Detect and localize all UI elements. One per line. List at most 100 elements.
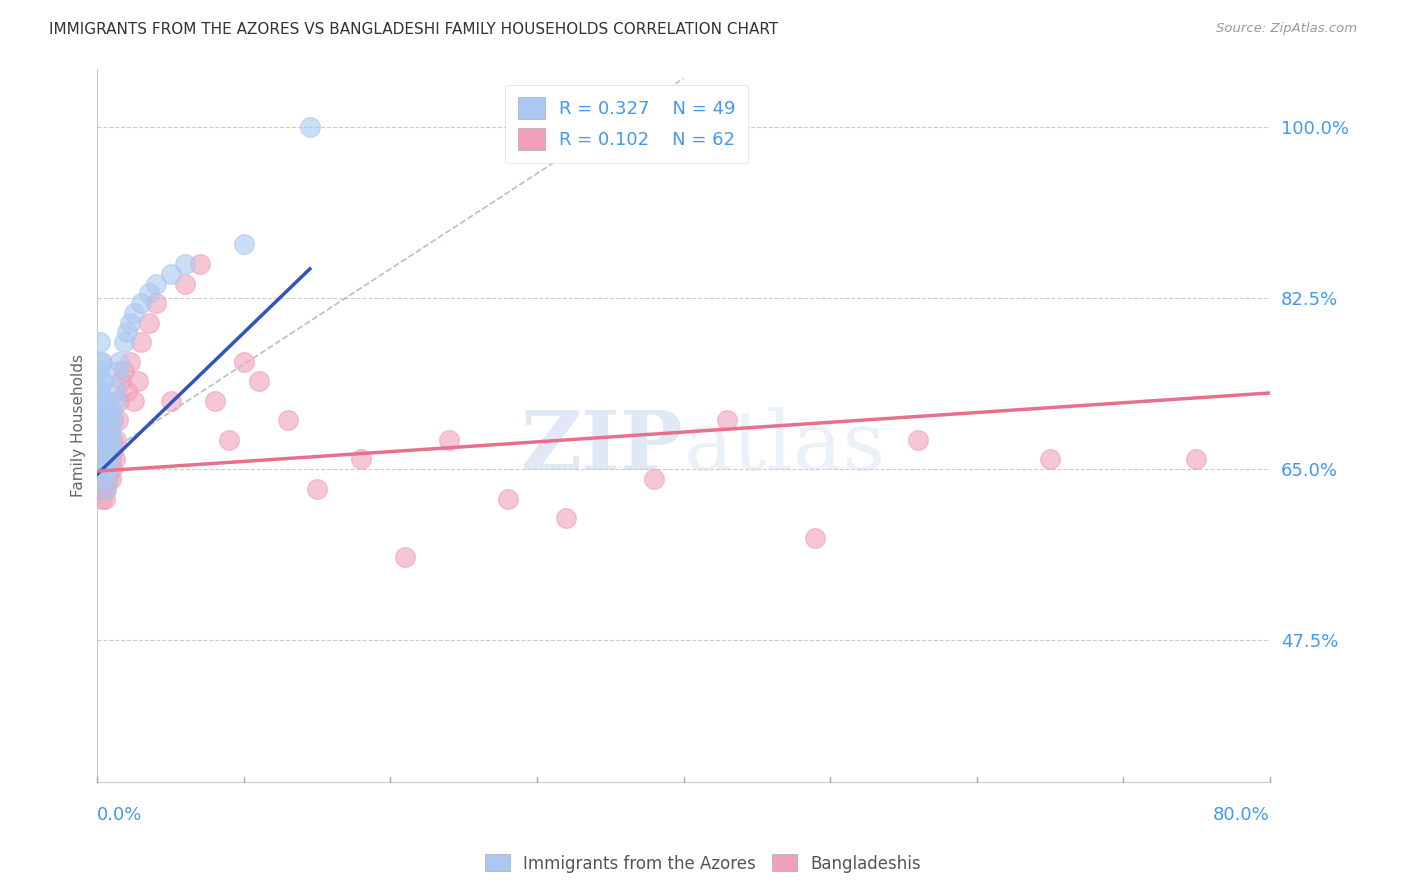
Point	[89, 442, 111, 457]
Point	[145, 277, 167, 291]
Point	[91, 452, 114, 467]
Point	[93, 472, 115, 486]
Point	[93, 462, 115, 476]
Point	[90, 491, 112, 506]
Point	[100, 442, 122, 457]
Point	[118, 355, 141, 369]
Point	[108, 355, 131, 369]
Point	[496, 491, 519, 506]
Point	[87, 364, 110, 378]
Point	[907, 433, 929, 447]
Point	[97, 413, 120, 427]
Text: atlas: atlas	[683, 407, 886, 487]
Point	[94, 462, 117, 476]
Point	[277, 413, 299, 427]
Point	[90, 472, 112, 486]
Point	[90, 374, 112, 388]
Point	[93, 403, 115, 417]
Point	[138, 316, 160, 330]
Point	[105, 433, 128, 447]
Point	[94, 482, 117, 496]
Point	[103, 413, 125, 427]
Text: IMMIGRANTS FROM THE AZORES VS BANGLADESHI FAMILY HOUSEHOLDS CORRELATION CHART: IMMIGRANTS FROM THE AZORES VS BANGLADESH…	[49, 22, 779, 37]
Point	[115, 384, 138, 398]
Point	[1185, 452, 1208, 467]
Point	[100, 423, 122, 437]
Point	[555, 511, 578, 525]
Point	[298, 120, 321, 135]
Point	[107, 364, 129, 378]
Point	[91, 452, 114, 467]
Point	[107, 413, 129, 427]
Point	[804, 531, 827, 545]
Point	[101, 403, 124, 417]
Point	[93, 491, 115, 506]
Y-axis label: Family Households: Family Households	[72, 354, 86, 497]
Legend: Immigrants from the Azores, Bangladeshis: Immigrants from the Azores, Bangladeshis	[478, 847, 928, 880]
Point	[89, 384, 111, 398]
Point	[218, 433, 240, 447]
Point	[122, 393, 145, 408]
Point	[1039, 452, 1062, 467]
Point	[112, 335, 135, 350]
Text: 80.0%: 80.0%	[1213, 806, 1270, 824]
Point	[104, 452, 127, 467]
Point	[97, 462, 120, 476]
Point	[103, 442, 125, 457]
Point	[104, 393, 127, 408]
Point	[94, 482, 117, 496]
Point	[90, 355, 112, 369]
Point	[103, 413, 125, 427]
Point	[97, 442, 120, 457]
Legend: R = 0.327    N = 49, R = 0.102    N = 62: R = 0.327 N = 49, R = 0.102 N = 62	[505, 85, 748, 163]
Point	[89, 403, 111, 417]
Point	[90, 433, 112, 447]
Point	[89, 413, 111, 427]
Point	[437, 433, 460, 447]
Point	[98, 433, 121, 447]
Point	[97, 472, 120, 486]
Point	[98, 433, 121, 447]
Point	[232, 237, 254, 252]
Point	[91, 423, 114, 437]
Point	[91, 482, 114, 496]
Point	[91, 433, 114, 447]
Point	[97, 452, 120, 467]
Point	[93, 452, 115, 467]
Point	[131, 335, 153, 350]
Point	[232, 355, 254, 369]
Point	[98, 462, 121, 476]
Point	[89, 335, 111, 350]
Point	[159, 393, 181, 408]
Point	[97, 413, 120, 427]
Point	[118, 316, 141, 330]
Point	[94, 433, 117, 447]
Point	[89, 482, 111, 496]
Point	[131, 296, 153, 310]
Point	[247, 374, 270, 388]
Point	[90, 433, 112, 447]
Text: ZIP: ZIP	[520, 407, 683, 487]
Point	[93, 433, 115, 447]
Point	[127, 374, 149, 388]
Point	[204, 393, 226, 408]
Point	[174, 277, 197, 291]
Point	[94, 433, 117, 447]
Point	[87, 433, 110, 447]
Point	[90, 413, 112, 427]
Point	[115, 326, 138, 340]
Point	[643, 472, 665, 486]
Point	[101, 433, 124, 447]
Text: 0.0%: 0.0%	[97, 806, 143, 824]
Point	[101, 462, 124, 476]
Point	[145, 296, 167, 310]
Point	[90, 393, 112, 408]
Point	[350, 452, 373, 467]
Point	[716, 413, 738, 427]
Point	[112, 364, 135, 378]
Point	[188, 257, 211, 271]
Point	[93, 442, 115, 457]
Point	[100, 472, 122, 486]
Point	[159, 267, 181, 281]
Point	[91, 374, 114, 388]
